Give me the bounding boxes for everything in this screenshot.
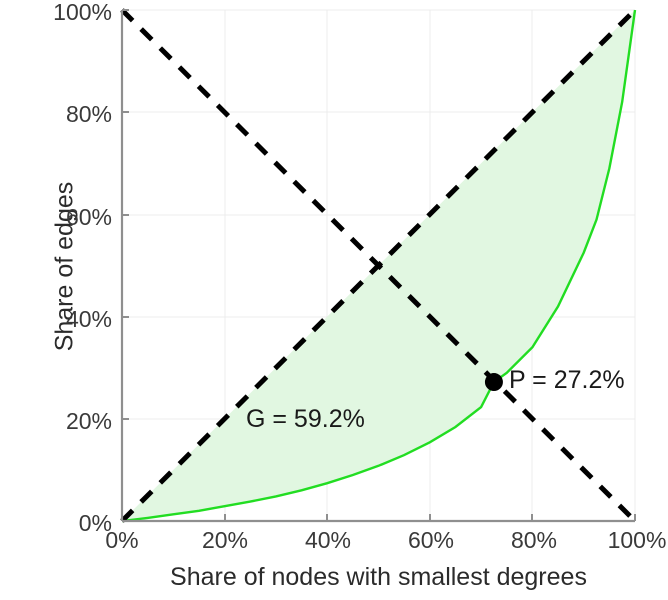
axis-ticks bbox=[122, 9, 636, 522]
anti-diagonal-line bbox=[120, 8, 637, 523]
y-tick-label-0: 0% bbox=[78, 510, 112, 536]
x-tick-label-100: 100% bbox=[607, 527, 667, 553]
palma-point-marker bbox=[484, 373, 503, 392]
y-tick-label-40: 40% bbox=[65, 306, 112, 332]
y-tick-label-20: 20% bbox=[65, 408, 112, 434]
x-tick-label-20: 20% bbox=[201, 527, 249, 553]
y-tick-label-80: 80% bbox=[65, 101, 112, 127]
x-tick-label-40: 40% bbox=[304, 527, 352, 553]
palma-annotation: P = 27.2% bbox=[509, 366, 625, 394]
x-tick-label-80: 80% bbox=[510, 527, 558, 553]
lorenz-curve bbox=[121, 9, 637, 523]
x-tick-label-0: 0% bbox=[105, 527, 139, 553]
y-tick-label-60: 60% bbox=[65, 204, 112, 230]
x-axis-title: Share of nodes with smallest degrees bbox=[170, 563, 587, 591]
y-tick-label-100: 100% bbox=[53, 0, 112, 25]
x-tick-label-60: 60% bbox=[407, 527, 455, 553]
gini-annotation: G = 59.2% bbox=[246, 405, 365, 433]
